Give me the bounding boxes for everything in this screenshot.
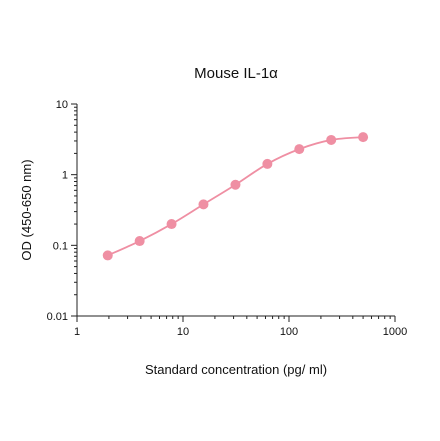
x-tick-label: 1000 (383, 326, 407, 338)
plot-area: 1 10 100 1000 0.01 0.1 1 10 (47, 99, 408, 338)
y-tick-label: 0.01 (47, 311, 68, 323)
y-tick-label: 10 (56, 99, 68, 111)
chart-title: Mouse IL-1α (194, 65, 278, 82)
data-point (102, 250, 113, 261)
data-point (294, 144, 305, 155)
data-point (358, 132, 369, 143)
data-point (198, 199, 209, 210)
y-tick-label: 1 (62, 170, 68, 182)
data-point (262, 158, 273, 169)
x-axis-label: Standard concentration (pg/ ml) (145, 362, 327, 377)
x-tick-label: 1 (74, 326, 80, 338)
data-point (326, 134, 337, 145)
x-tick-label: 10 (177, 326, 189, 338)
y-tick-label: 0.1 (53, 240, 68, 252)
data-point (166, 219, 177, 230)
y-axis-label: OD (450-650 nm) (19, 159, 34, 260)
x-tick-label: 100 (280, 326, 298, 338)
data-point (134, 236, 145, 247)
series-line (107, 136, 364, 257)
data-point (230, 179, 241, 190)
